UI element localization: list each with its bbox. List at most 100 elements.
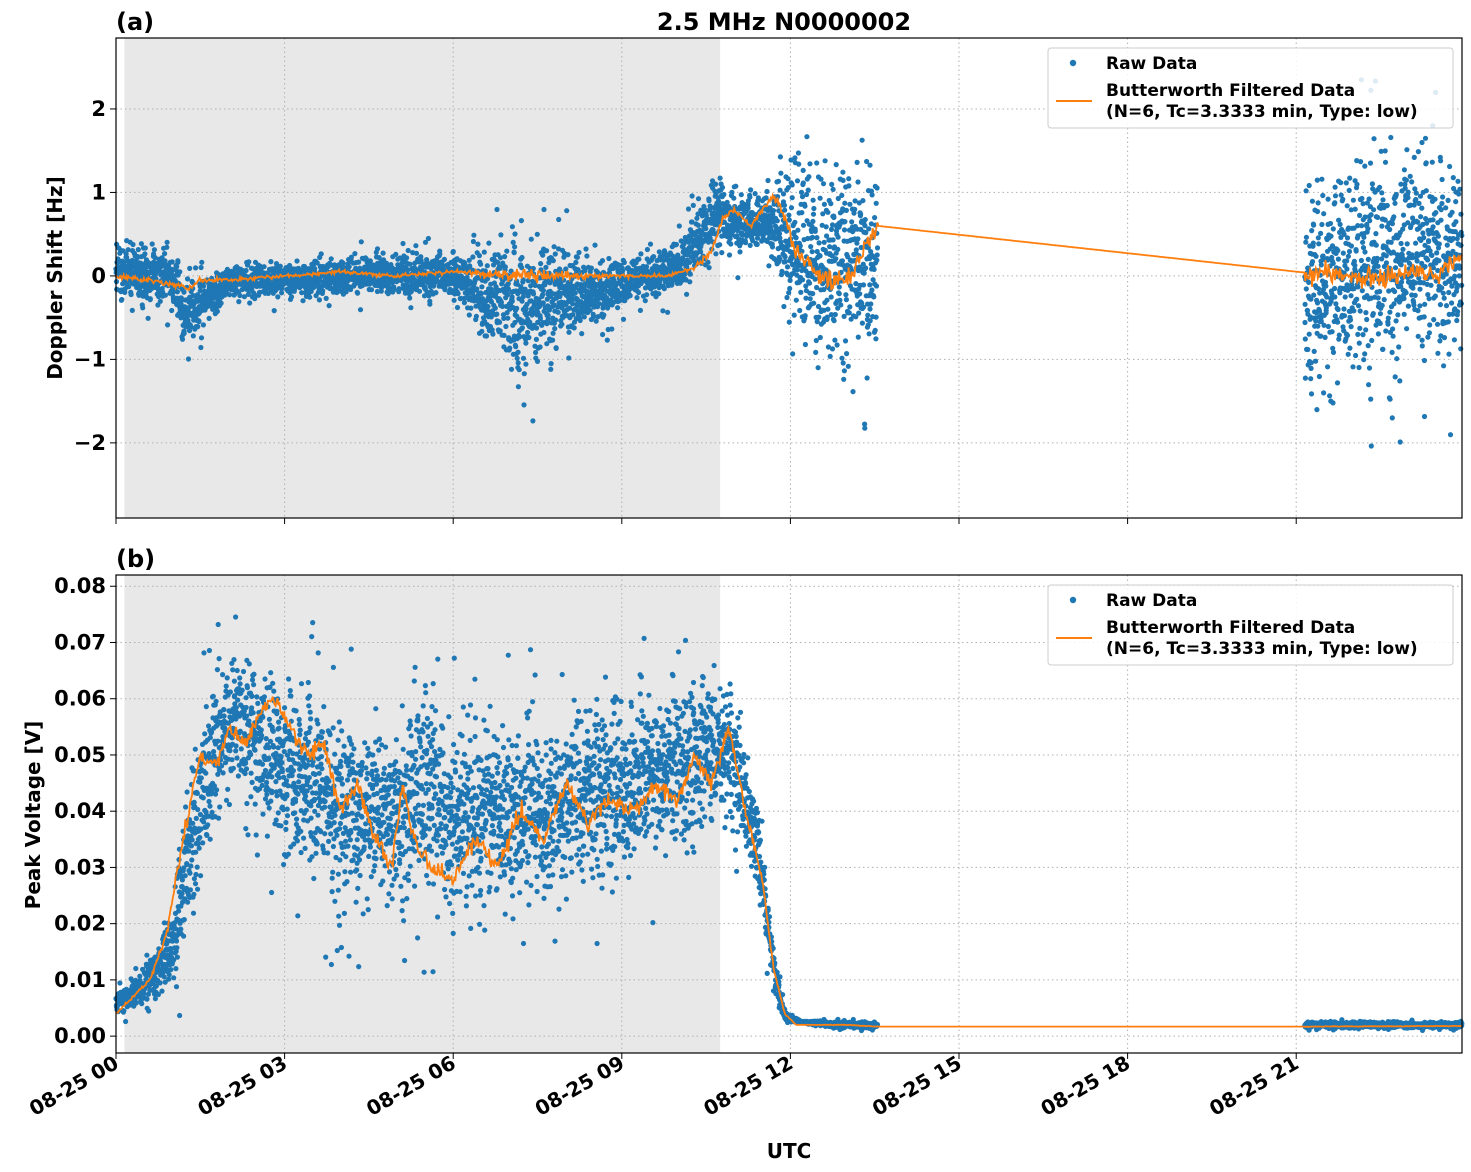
a-raw-point (1356, 364, 1362, 371)
a-raw-point (1436, 241, 1442, 247)
a-raw-point (1426, 296, 1432, 302)
a-raw-point (1325, 364, 1331, 370)
a-raw-point (816, 240, 822, 246)
a-raw-point (218, 300, 224, 306)
a-raw-point (1360, 332, 1366, 338)
a-raw-point (1329, 329, 1335, 335)
a-raw-point (1321, 211, 1327, 217)
a-raw-point (418, 257, 424, 263)
a-raw-point (422, 239, 429, 245)
a-raw-point (1389, 415, 1395, 421)
a-raw-point (1422, 301, 1428, 307)
a-raw-point (559, 321, 565, 327)
a-raw-point (1383, 328, 1389, 334)
a-raw-point (735, 275, 741, 281)
a-raw-point (471, 232, 477, 238)
a-raw-point (676, 223, 682, 229)
a-raw-point (261, 264, 267, 270)
a-raw-point (190, 333, 196, 339)
a-raw-point (855, 334, 861, 340)
a-raw-point (328, 256, 334, 262)
a-raw-point (831, 318, 837, 324)
a-raw-point (726, 252, 733, 258)
a-raw-point (593, 318, 599, 324)
a-raw-point (770, 208, 777, 214)
a-raw-point (206, 315, 212, 321)
a-raw-point (323, 295, 329, 301)
a-raw-point (348, 254, 354, 260)
a-raw-point (818, 176, 824, 182)
a-raw-point (1310, 240, 1316, 246)
a-raw-point (518, 284, 524, 290)
a-raw-point (832, 311, 838, 318)
a-raw-point (1390, 333, 1396, 339)
a-raw-point (1344, 266, 1350, 272)
a-raw-point (121, 259, 127, 265)
a-raw-point (318, 251, 324, 257)
a-raw-point (573, 259, 579, 265)
a-raw-point (782, 254, 788, 260)
a-raw-point (1445, 197, 1451, 203)
a-raw-point (1355, 284, 1361, 290)
a-raw-point (570, 301, 576, 307)
a-raw-point (1332, 184, 1338, 190)
a-raw-point (566, 329, 572, 335)
a-raw-point (548, 366, 554, 372)
a-raw-point (1458, 301, 1464, 307)
a-raw-point (574, 254, 581, 260)
a-ytick-label-2: 0 (91, 264, 106, 288)
a-raw-point (841, 376, 847, 382)
a-raw-point (859, 320, 866, 326)
a-raw-point (862, 217, 868, 223)
a-raw-point (1334, 380, 1341, 386)
a-raw-point (1440, 194, 1446, 200)
a-raw-point (810, 197, 816, 203)
a-raw-point (1445, 319, 1451, 325)
a-raw-point (721, 191, 727, 198)
a-raw-point (871, 294, 877, 300)
a-raw-point (1314, 407, 1320, 413)
a-raw-point (1399, 279, 1405, 285)
a-raw-point (805, 187, 811, 193)
a-raw-point (825, 209, 831, 215)
a-raw-point (856, 310, 862, 316)
a-raw-point (140, 305, 146, 311)
a-raw-point (246, 259, 252, 265)
a-raw-point (540, 300, 546, 306)
a-raw-point (1443, 205, 1449, 211)
a-raw-point (609, 326, 615, 332)
a-raw-point (1347, 175, 1353, 181)
a-raw-point (1347, 345, 1353, 351)
a-raw-point (841, 368, 848, 374)
a-raw-point (834, 342, 840, 348)
a-raw-point (584, 253, 590, 259)
a-raw-point (846, 176, 852, 182)
a-raw-point (1398, 240, 1404, 247)
a-raw-point (475, 241, 481, 247)
a-raw-point (822, 158, 828, 164)
a-raw-point (400, 240, 406, 247)
a-raw-point (1385, 315, 1391, 321)
a-raw-point (591, 314, 597, 320)
a-raw-point (864, 375, 870, 381)
a-raw-point (869, 287, 875, 293)
figure-title: 2.5 MHz N0000002 (657, 8, 911, 36)
a-raw-point (1314, 177, 1320, 183)
a-raw-point (860, 198, 866, 204)
a-raw-point (147, 296, 153, 302)
a-raw-point (789, 182, 795, 188)
a-raw-point (823, 224, 829, 230)
a-raw-point (1344, 258, 1350, 264)
a-raw-point (840, 169, 846, 175)
a-raw-point (1427, 322, 1433, 328)
a-raw-point (546, 260, 552, 266)
a-raw-point (872, 327, 878, 333)
a-raw-point (504, 248, 510, 254)
a-raw-point (1364, 316, 1370, 323)
a-raw-point (450, 248, 456, 255)
a-raw-point (804, 134, 810, 140)
a-raw-point (1344, 203, 1350, 209)
a-raw-point (840, 360, 846, 366)
a-raw-point (1382, 159, 1389, 165)
a-raw-point (1392, 265, 1399, 271)
